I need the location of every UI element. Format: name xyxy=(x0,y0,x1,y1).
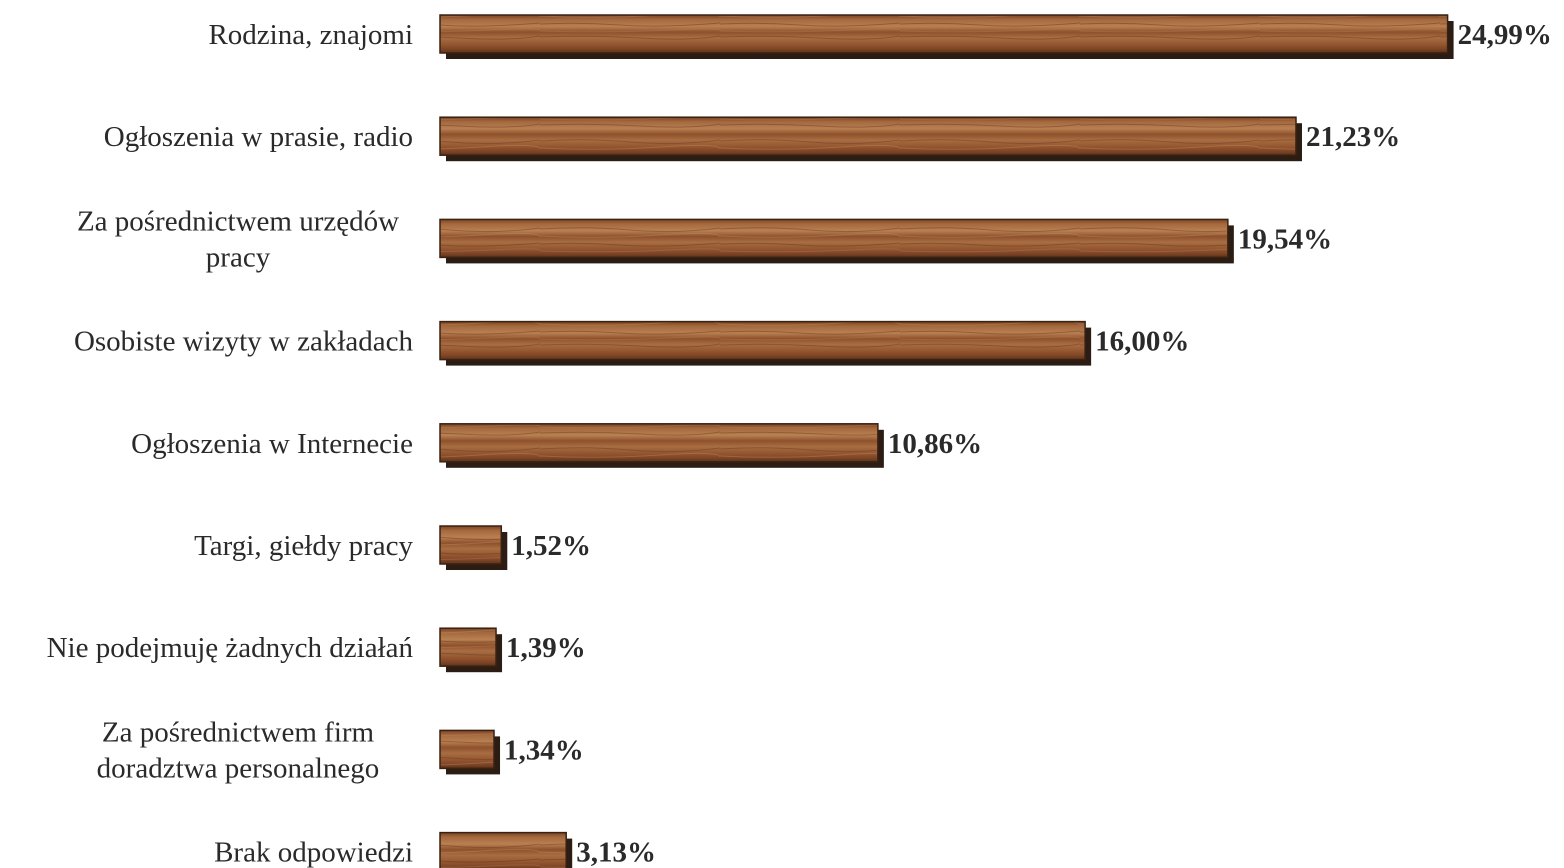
bar-grain xyxy=(441,118,1295,155)
value-label: 24,99% xyxy=(1458,19,1552,51)
category-label: Ogłoszenia w prasie, radio xyxy=(104,121,413,153)
bar-group xyxy=(439,218,1234,264)
bar-group xyxy=(439,831,573,868)
labels-layer: 24,99% Rodzina, znajomi 21,23% Ogłoszenia w… xyxy=(47,19,1552,868)
bar-group xyxy=(439,525,508,570)
category-label-line: Za pośrednictwem urzędów xyxy=(77,205,399,237)
value-label: 19,54% xyxy=(1238,223,1332,255)
category-label-line: pracy xyxy=(206,241,271,273)
category-label: Rodzina, znajomi xyxy=(208,19,413,51)
bar-grain xyxy=(441,527,501,563)
value-label: 3,13% xyxy=(576,837,656,868)
bar-grain xyxy=(441,220,1227,257)
category-label: Za pośrednictwem urzędów pracy xyxy=(77,205,399,273)
bars-layer xyxy=(439,14,1454,868)
bar-group xyxy=(439,729,501,775)
category-label: Brak odpowiedzi xyxy=(214,837,413,868)
value-label: 1,34% xyxy=(504,734,584,766)
bar-group xyxy=(439,14,1454,59)
category-label-line: Za pośrednictwem firm xyxy=(102,716,375,748)
value-label: 1,39% xyxy=(506,632,586,664)
category-label: Za pośrednictwem firm doradztwa personaln… xyxy=(97,716,380,784)
value-label: 16,00% xyxy=(1095,326,1189,358)
category-label: Nie podejmuję żadnych działań xyxy=(47,632,414,664)
bar-group xyxy=(439,320,1092,366)
value-label: 10,86% xyxy=(888,428,982,460)
category-label: Osobiste wizyty w zakładach xyxy=(74,326,414,358)
bar-grain xyxy=(441,833,566,868)
bar-grain xyxy=(441,731,494,768)
bar-group xyxy=(439,116,1302,162)
value-label: 1,52% xyxy=(511,530,591,562)
category-label: Targi, giełdy pracy xyxy=(194,530,413,562)
bar-grain xyxy=(441,424,877,461)
category-label-line: doradztwa personalnego xyxy=(97,752,380,784)
bar-grain xyxy=(441,16,1447,52)
bar-grain xyxy=(441,322,1085,359)
value-label: 21,23% xyxy=(1306,121,1400,153)
bar-group xyxy=(439,627,503,673)
bar-grain xyxy=(441,629,496,666)
category-label: Ogłoszenia w Internecie xyxy=(131,428,413,460)
bar-group xyxy=(439,423,884,468)
